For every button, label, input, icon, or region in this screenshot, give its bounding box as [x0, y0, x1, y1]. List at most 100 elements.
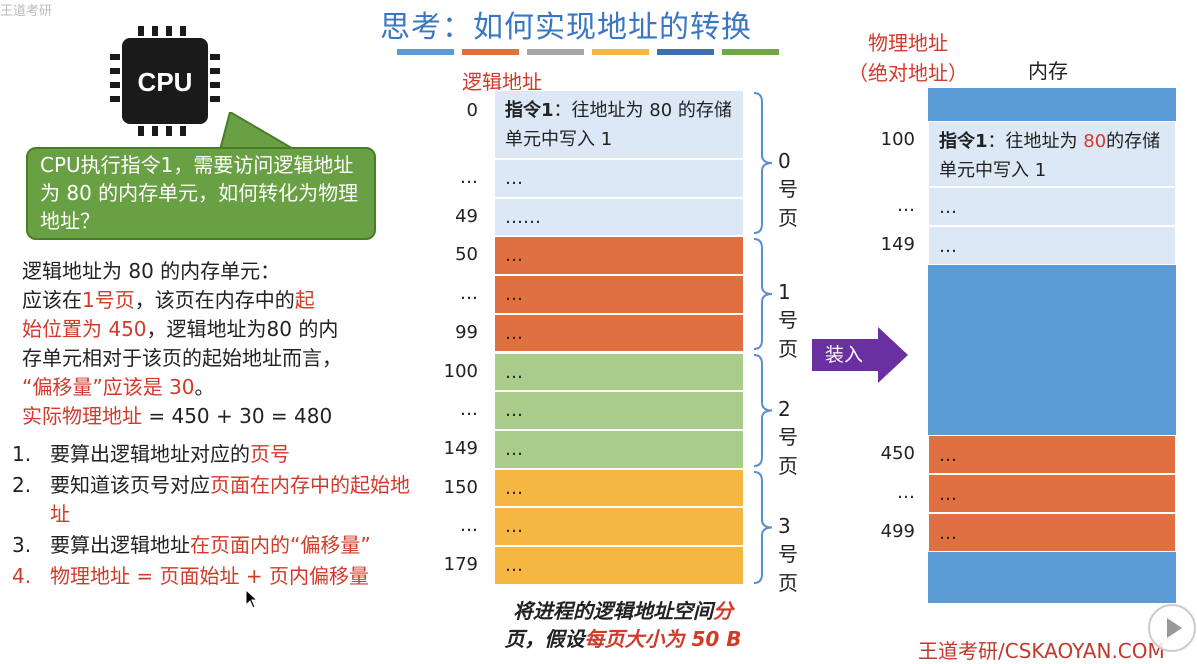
- step-number: 4.: [12, 564, 32, 588]
- page-label: 3号页: [778, 513, 798, 595]
- logical-address: …: [460, 283, 478, 305]
- text-line: 物理地址: [868, 31, 948, 55]
- question-bubble: CPU执行指令1，需要访问逻辑地址为 80 的内存单元，如何转化为物理地址？: [26, 147, 376, 240]
- text-line: （绝对地址）: [848, 61, 968, 85]
- memory-cell: …: [928, 187, 1176, 226]
- physical-address: …: [897, 195, 915, 216]
- logical-cell: ……: [494, 197, 744, 237]
- text-span: 起: [294, 288, 315, 312]
- cell-text: ……: [505, 206, 541, 228]
- text-span: 要算出逻辑地址对应的: [50, 442, 250, 466]
- cell-text: …: [505, 516, 523, 538]
- step-text: 要算出逻辑地址对应的页号: [50, 440, 290, 469]
- text-span: 分: [713, 599, 733, 623]
- play-button[interactable]: [1148, 604, 1196, 652]
- page-brace: [753, 92, 773, 234]
- physical-address: 149: [880, 234, 915, 255]
- logical-address: 179: [443, 554, 478, 575]
- color-bar: [462, 49, 519, 55]
- logical-cell: …: [494, 391, 744, 430]
- page-label: 2号页: [778, 396, 798, 478]
- page-label: 0号页: [778, 149, 798, 230]
- logical-cell: …: [494, 507, 744, 546]
- slide-title: 思考：如何实现地址的转换: [380, 10, 752, 45]
- explanation-line: 应该在1号页，该页在内存中的起: [22, 286, 422, 315]
- color-bar: [722, 49, 779, 55]
- text-span: 要算出逻辑地址: [50, 533, 190, 557]
- text-span: 物理地址 = 页面始址 + 页内偏移量: [50, 564, 369, 588]
- memory-cell: 指令1：往地址为 80的存储单元中写入 1: [928, 121, 1176, 187]
- memory-cell: …: [928, 513, 1176, 552]
- cell-text: …: [505, 555, 523, 576]
- memory-cell: …: [928, 435, 1176, 474]
- logical-cell: …: [494, 313, 744, 353]
- logical-address: 99: [455, 321, 478, 343]
- step-number: 1.: [12, 442, 32, 466]
- memory-block: 指令1：往地址为 80的存储单元中写入 1……………: [928, 88, 1176, 603]
- text-span: 。: [194, 375, 215, 399]
- page-label: 1号页: [778, 280, 798, 361]
- text-span: ，该页在内存中的: [134, 288, 295, 312]
- load-arrow-label: 装入: [825, 344, 863, 366]
- memory-title: 内存: [1028, 59, 1068, 83]
- instruction-label: 指令1: [939, 131, 988, 152]
- text-span: 1号页: [82, 288, 135, 312]
- logical-cell: …: [494, 352, 744, 392]
- text-span: 始位置为 450: [22, 317, 147, 341]
- explanation-line: 存单元相对于该页的起始地址而言，: [22, 346, 342, 370]
- cell-text: …: [505, 322, 523, 344]
- title-color-bars: [397, 49, 779, 56]
- bubble-tail: [218, 112, 299, 152]
- site-watermark: 王道考研/CSKAOYAN.COM: [918, 639, 1165, 663]
- mouse-cursor-icon: [245, 589, 259, 609]
- cell-text: 的存储单元中写入 1: [939, 131, 1161, 181]
- logical-address: 49: [455, 205, 478, 227]
- physical-address: …: [897, 482, 915, 503]
- paging-caption: 将进程的逻辑地址空间分 页，假设每页大小为 50 B: [478, 597, 768, 653]
- step-text: 要算出逻辑地址在页面内的“偏移量”: [50, 531, 371, 560]
- page-brace: [753, 354, 773, 467]
- color-bar: [527, 49, 584, 55]
- logical-cell: …: [494, 275, 744, 314]
- cell-text: …: [505, 438, 523, 460]
- list-item: 4. 物理地址 = 页面始址 + 页内偏移量: [12, 562, 422, 591]
- cell-text: …: [505, 477, 523, 499]
- logical-cell: …: [494, 468, 744, 508]
- explanation-line: 实际物理地址 = 450 + 30 = 480: [22, 402, 422, 431]
- instruction-label: 指令1: [505, 100, 554, 121]
- logical-address: …: [460, 167, 478, 188]
- explanation-line: 逻辑地址为 80 的内存单元：: [22, 259, 281, 283]
- text-span: 实际物理地址: [22, 404, 142, 428]
- page-brace: [753, 238, 773, 350]
- load-arrow-icon: 装入: [812, 327, 908, 383]
- text-span: 要知道该页号对应: [50, 473, 210, 497]
- step-text: 物理地址 = 页面始址 + 页内偏移量: [50, 562, 369, 591]
- cell-text: …: [505, 361, 523, 383]
- page-brace: [753, 471, 773, 584]
- list-item: 2. 要知道该页号对应页面在内存中的起始地址: [12, 471, 422, 529]
- cell-text: …: [505, 245, 523, 267]
- logical-cell: …: [494, 159, 744, 198]
- cell-text: …: [505, 168, 523, 189]
- text-span: “偏移量”应该是 30: [22, 375, 195, 399]
- list-item: 3. 要算出逻辑地址在页面内的“偏移量”: [12, 531, 422, 560]
- physical-address-title: 物理地址 （绝对地址）: [848, 28, 968, 88]
- logical-cell: …: [494, 429, 744, 469]
- cpu-icon: CPU: [110, 26, 220, 136]
- logical-address: 50: [455, 244, 478, 266]
- text-span: 应该在: [22, 288, 82, 312]
- text-span: 页号: [250, 442, 290, 466]
- cell-text: 80: [1083, 131, 1107, 152]
- memory-cell: …: [928, 226, 1176, 265]
- cell-text: …: [505, 284, 523, 306]
- play-icon: [1167, 618, 1182, 638]
- list-item: 1. 要算出逻辑地址对应的页号: [12, 440, 422, 469]
- logical-cell: 指令1：往地址为 80 的存储单元中写入 1: [494, 90, 744, 159]
- logical-address: …: [460, 515, 478, 537]
- step-number: 3.: [12, 533, 32, 557]
- explanation-line: 始位置为 450，逻辑地址为80 的内: [22, 315, 422, 344]
- color-bar: [657, 49, 714, 55]
- memory-cell: …: [928, 474, 1176, 513]
- logical-cell: …: [494, 236, 744, 276]
- logical-address: …: [460, 399, 478, 421]
